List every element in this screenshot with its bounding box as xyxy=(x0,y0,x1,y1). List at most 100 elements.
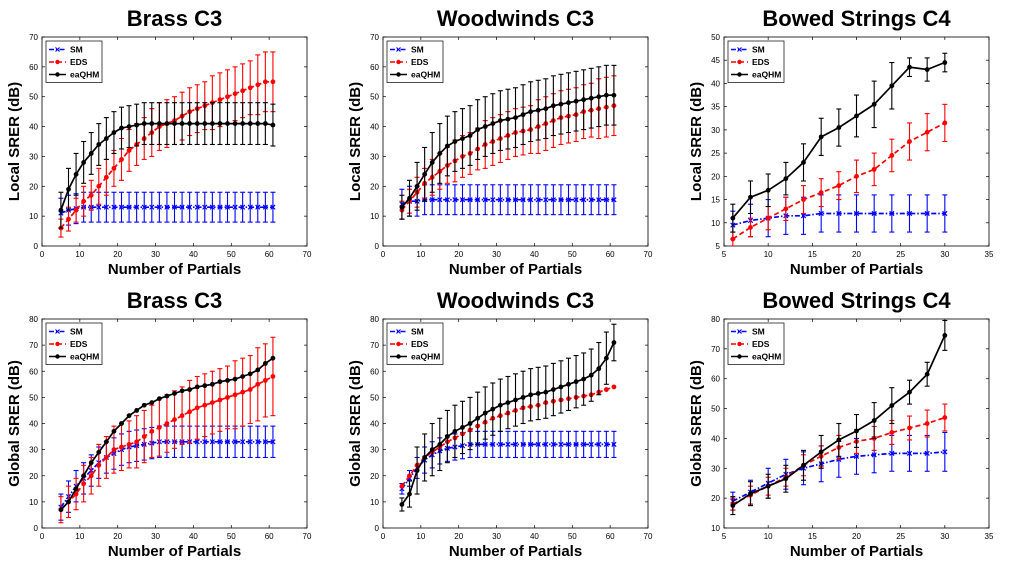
series-sm-point xyxy=(603,441,609,448)
x-axis-label: Number of Partials xyxy=(790,543,923,560)
x-tick-label: 25 xyxy=(896,250,905,259)
series-eds-point xyxy=(179,413,185,419)
series-sm-point xyxy=(528,441,534,448)
y-tick-label: 0 xyxy=(34,242,39,251)
legend-eaqhm-label: eaQHM xyxy=(752,352,781,362)
y-tick-label: 80 xyxy=(370,315,379,324)
series-sm-point xyxy=(232,204,238,210)
legend-eaqhm-marker xyxy=(396,354,401,359)
legend-sm-marker xyxy=(55,47,60,52)
series-sm-point xyxy=(543,197,549,203)
series-eaqhm-point xyxy=(187,121,193,126)
plot-area xyxy=(730,52,948,246)
series-eds-point xyxy=(240,88,246,94)
y-tick-label: 50 xyxy=(370,393,379,402)
y-tick-label: 20 xyxy=(29,182,38,191)
series-eaqhm-point xyxy=(889,403,895,408)
chart-panel: Woodwinds C3 Number of Partials Local SRER… xyxy=(341,0,682,281)
series-eaqhm-point xyxy=(134,122,140,128)
series-eaqhm-point xyxy=(783,476,789,482)
series-eds-point xyxy=(907,139,912,144)
series-eaqhm-point xyxy=(217,121,223,126)
series-eaqhm-point xyxy=(429,447,435,453)
legend-eaqhm-label: eaQHM xyxy=(411,70,440,80)
legend-sm-marker xyxy=(737,329,742,334)
series-eaqhm-point xyxy=(783,176,789,182)
series-eaqhm-point xyxy=(520,112,526,118)
series-eaqhm-point xyxy=(429,160,435,165)
series-sm-point xyxy=(818,210,824,217)
y-tick-label: 50 xyxy=(29,393,38,402)
series-eds-point xyxy=(187,409,193,415)
series-sm-point xyxy=(596,197,602,203)
series-eds-point xyxy=(88,192,94,198)
series-eaqhm-point xyxy=(550,387,556,392)
y-tick-label: 60 xyxy=(29,63,38,72)
y-tick-label: 50 xyxy=(29,93,38,102)
series-eaqhm-point xyxy=(513,115,518,121)
series-sm-point xyxy=(588,197,594,203)
series-eaqhm-point xyxy=(611,92,617,98)
series-eaqhm-point xyxy=(179,121,185,126)
y-tick-label: 20 xyxy=(711,172,720,181)
y-tick-label: 70 xyxy=(29,341,38,350)
x-tick-label: 30 xyxy=(492,250,501,259)
legend-eaqhm-marker xyxy=(737,354,742,359)
series-eds-point xyxy=(907,425,912,431)
legend-eaqhm-label: eaQHM xyxy=(411,352,440,362)
x-tick-label: 10 xyxy=(75,532,84,541)
y-tick-label: 20 xyxy=(711,494,720,503)
series-sm-point xyxy=(490,441,496,448)
x-tick-label: 0 xyxy=(40,532,45,541)
series-eds-point xyxy=(836,183,842,189)
series-sm-point xyxy=(270,439,276,445)
plot-area xyxy=(58,51,276,238)
series-sm-point xyxy=(240,204,246,210)
series-sm-point xyxy=(871,452,877,458)
y-tick-label: 20 xyxy=(29,472,38,481)
series-eaqhm-point xyxy=(452,428,458,434)
x-tick-label: 10 xyxy=(764,532,773,541)
series-sm-point xyxy=(437,197,443,203)
series-eaqhm-point xyxy=(924,67,930,72)
x-tick-label: 60 xyxy=(606,532,615,541)
legend-sm-label: SM xyxy=(411,45,424,55)
series-sm-point xyxy=(558,441,564,448)
series-eds-point xyxy=(748,225,753,230)
x-tick-label: 25 xyxy=(896,532,905,541)
series-eaqhm-point xyxy=(73,171,79,177)
series-eaqhm-point xyxy=(255,367,261,373)
series-sm-point xyxy=(588,441,594,448)
series-sm-point xyxy=(490,197,496,203)
series-sm-point xyxy=(520,441,526,448)
series-sm-point xyxy=(889,210,895,217)
y-tick-label: 60 xyxy=(370,63,379,72)
x-tick-label: 40 xyxy=(530,532,539,541)
x-tick-label: 70 xyxy=(644,250,653,259)
y-tick-label: 10 xyxy=(711,219,720,228)
series-eaqhm-point xyxy=(81,160,87,165)
series-eaqhm-point xyxy=(225,121,230,126)
series-sm-point xyxy=(505,441,511,448)
series-eaqhm-point xyxy=(535,107,541,113)
series-eaqhm-point xyxy=(232,121,238,126)
x-tick-label: 5 xyxy=(722,250,727,259)
y-tick-label: 5 xyxy=(716,242,721,251)
series-eds-point xyxy=(399,483,405,489)
legend-eds-marker xyxy=(396,59,401,65)
series-eaqhm-point xyxy=(907,389,912,395)
series-eds-point xyxy=(270,79,276,85)
series-eds-point xyxy=(255,381,261,387)
series-sm-point xyxy=(497,197,503,203)
y-tick-label: 35 xyxy=(711,103,720,112)
legend-eds-marker xyxy=(55,341,60,347)
series-sm-point xyxy=(800,213,807,219)
series-eaqhm-point xyxy=(66,186,71,192)
series-sm-point xyxy=(156,204,162,210)
series-eds-point xyxy=(603,387,609,392)
y-tick-label: 20 xyxy=(370,182,379,191)
chart-panel: Brass C3 Number of Partials Global SRER (d… xyxy=(0,282,341,563)
legend-sm-marker xyxy=(737,47,742,52)
series-eaqhm-point xyxy=(942,333,948,338)
series-eaqhm-point xyxy=(854,428,859,434)
